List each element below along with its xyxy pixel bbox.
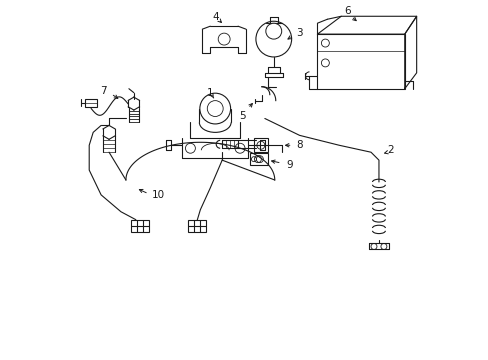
Text: 2: 2	[387, 145, 393, 155]
Bar	[85, 99, 97, 107]
Text: 7: 7	[100, 86, 106, 96]
Bar	[317, 34, 404, 89]
Text: 5: 5	[238, 111, 245, 121]
Bar	[188, 220, 206, 231]
Text: 1: 1	[206, 88, 213, 98]
Bar	[131, 220, 148, 231]
Text: 10: 10	[152, 190, 165, 200]
Circle shape	[265, 23, 281, 39]
Text: 8: 8	[296, 140, 302, 150]
Text: 9: 9	[286, 160, 292, 170]
Bar	[249, 153, 267, 165]
Text: 4: 4	[212, 12, 219, 22]
Text: 6: 6	[343, 6, 350, 16]
Bar	[253, 138, 267, 152]
Text: 3: 3	[296, 28, 302, 38]
